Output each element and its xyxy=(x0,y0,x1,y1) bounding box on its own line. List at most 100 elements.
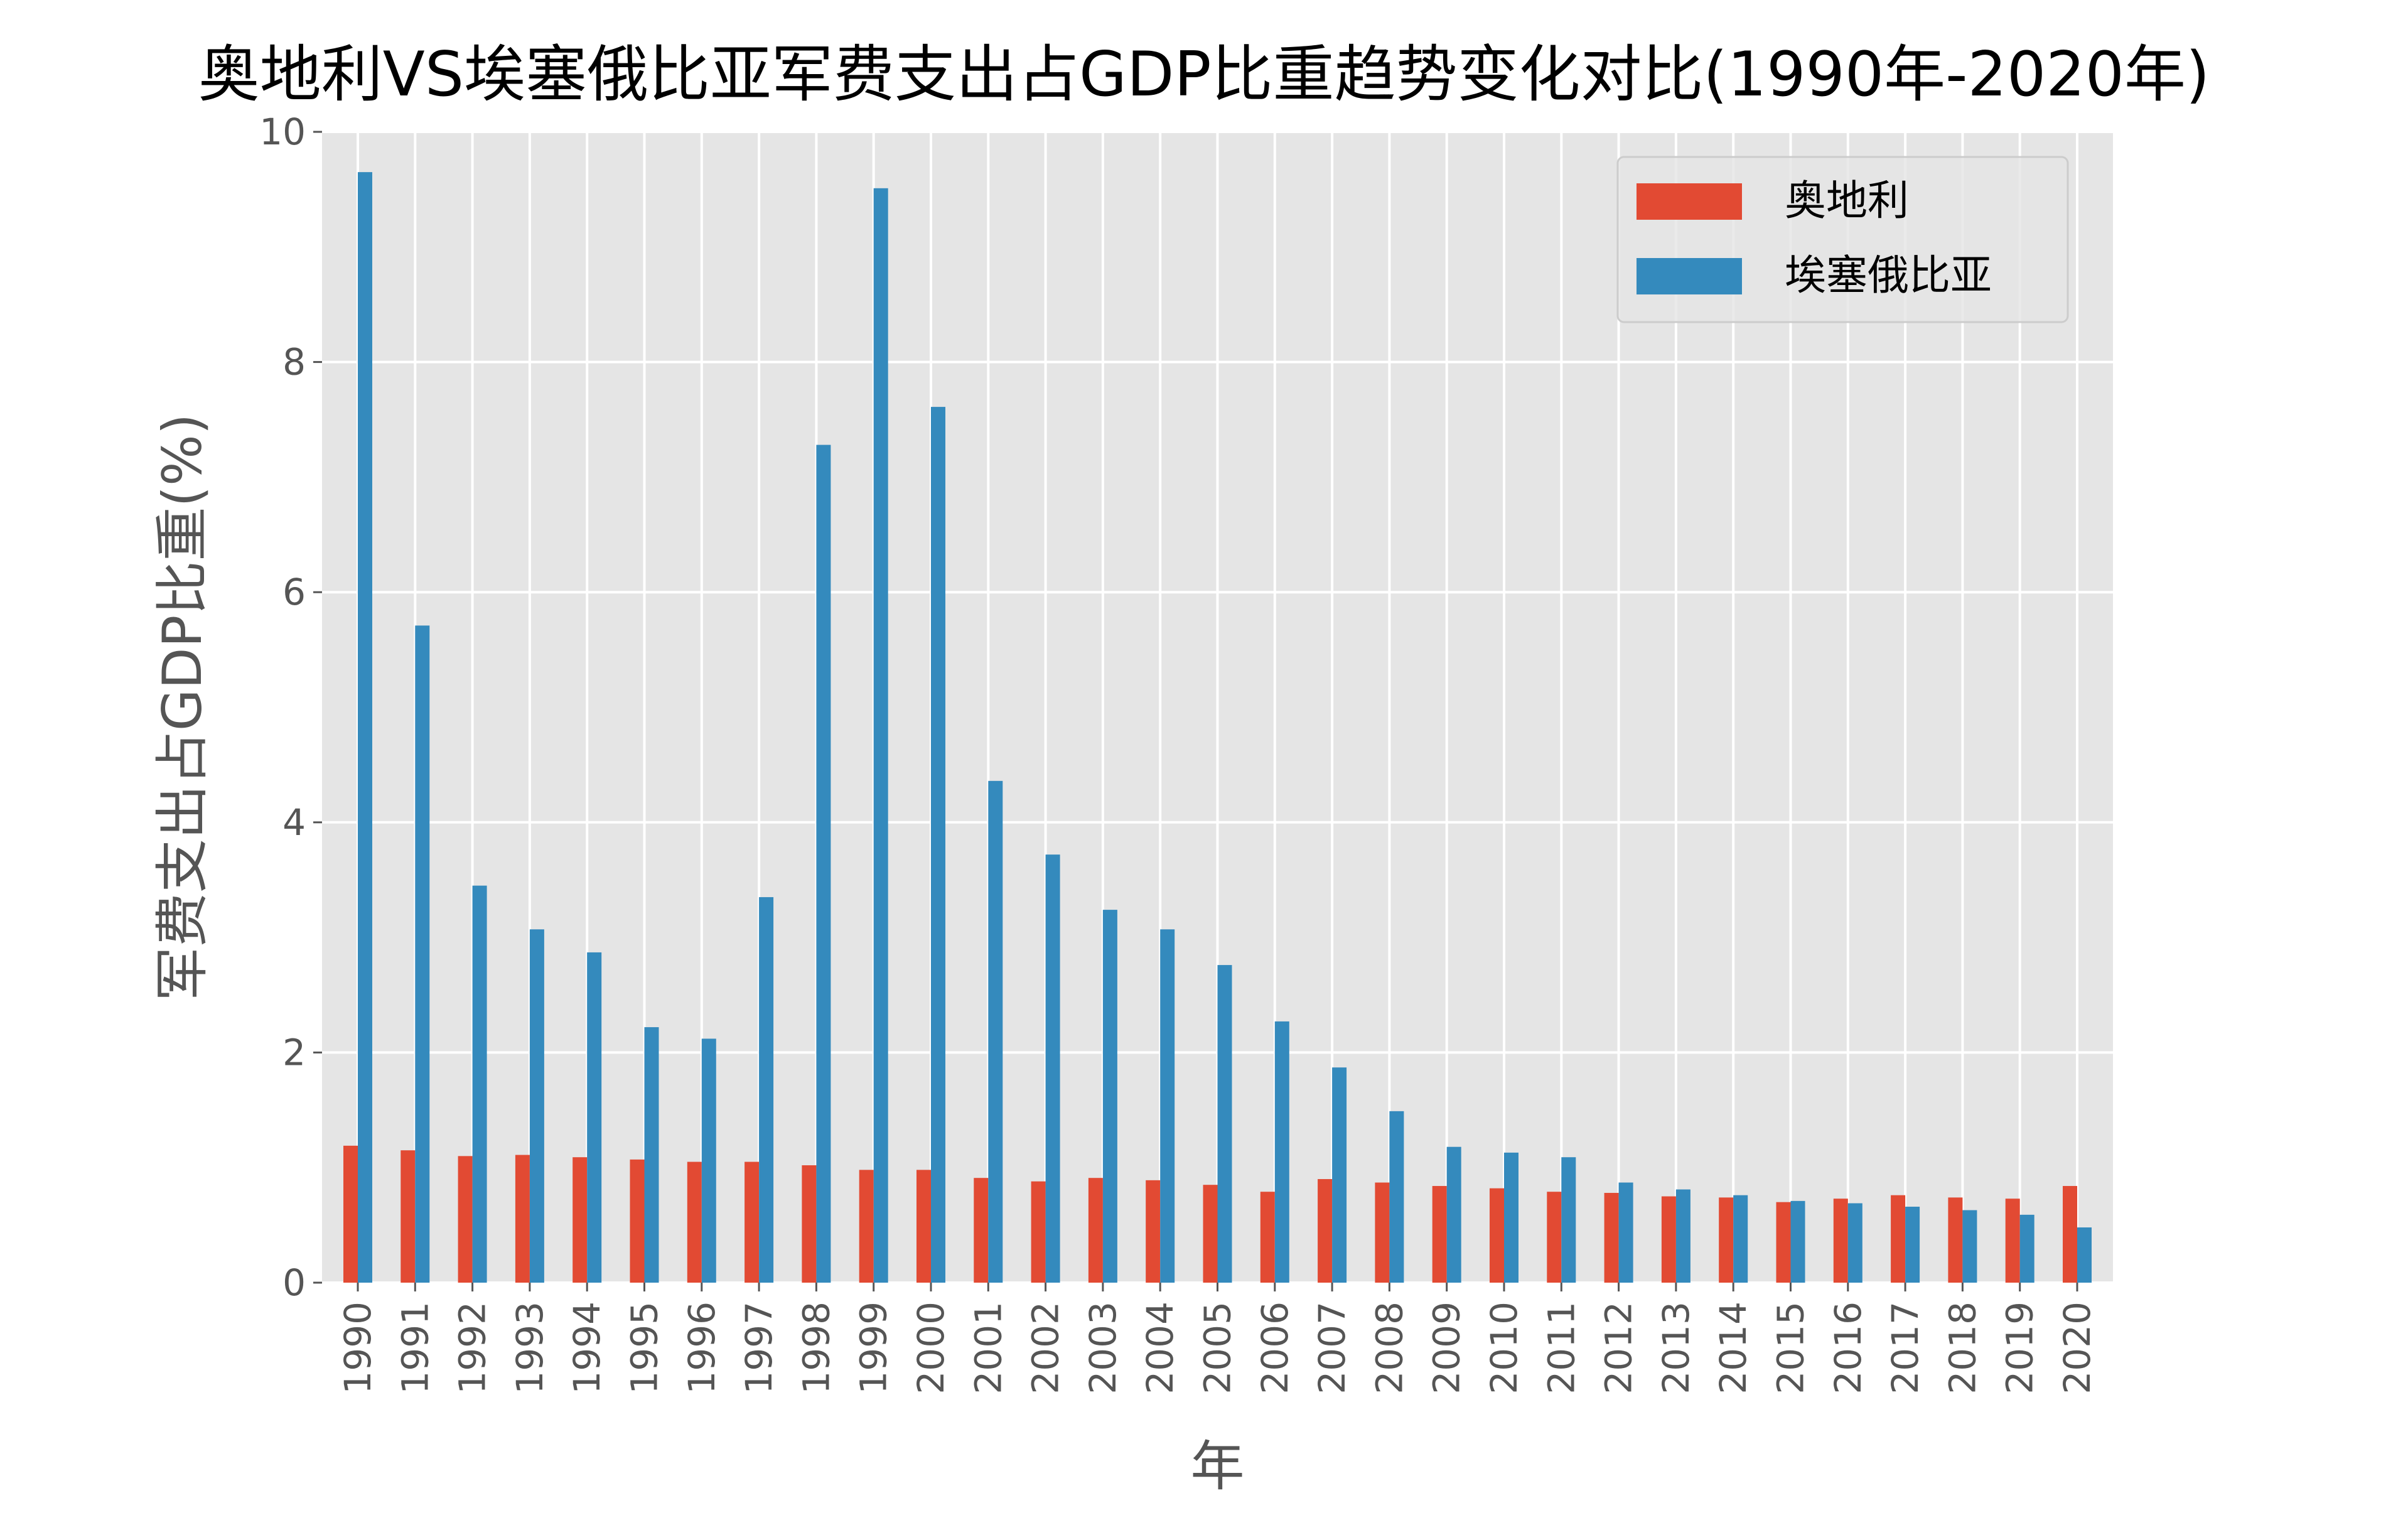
x-tick-label: 2020 xyxy=(2056,1301,2099,1394)
bar-ethiopia xyxy=(1446,1146,1461,1283)
bar-austria xyxy=(1833,1199,1848,1283)
bar-ethiopia xyxy=(2077,1227,2092,1283)
y-tick-label: 2 xyxy=(282,1031,306,1074)
x-tick-label: 2015 xyxy=(1770,1301,1812,1394)
x-tick-label: 2009 xyxy=(1426,1301,1468,1394)
x-tick-label: 1991 xyxy=(394,1301,436,1394)
bar-austria xyxy=(744,1161,760,1283)
bar-austria xyxy=(802,1165,817,1283)
bar-austria xyxy=(1490,1188,1504,1283)
bar-ethiopia xyxy=(587,952,602,1283)
bar-ethiopia xyxy=(1618,1182,1633,1283)
bar-austria xyxy=(1318,1179,1333,1283)
bar-austria xyxy=(1146,1180,1161,1283)
bar-austria xyxy=(1776,1202,1791,1283)
bar-austria xyxy=(1088,1178,1103,1283)
x-tick-label: 2007 xyxy=(1311,1301,1353,1394)
bar-austria xyxy=(1547,1192,1562,1283)
x-tick-label: 1996 xyxy=(680,1301,723,1394)
x-tick-label: 1994 xyxy=(566,1301,608,1394)
legend-swatch-austria xyxy=(1637,183,1742,220)
x-tick-label: 1999 xyxy=(852,1301,895,1394)
x-tick-label: 2013 xyxy=(1655,1301,1697,1394)
x-tick-label: 1998 xyxy=(795,1301,837,1394)
bar-ethiopia xyxy=(644,1027,659,1283)
x-tick-label: 2004 xyxy=(1139,1301,1181,1394)
bar-austria xyxy=(1661,1196,1676,1283)
y-tick-label: 10 xyxy=(259,110,306,153)
bar-austria xyxy=(974,1178,989,1283)
bar-ethiopia xyxy=(1389,1111,1404,1283)
x-tick-label: 1995 xyxy=(623,1301,666,1394)
bar-austria xyxy=(343,1145,358,1283)
bar-ethiopia xyxy=(1561,1157,1576,1283)
bar-austria xyxy=(458,1156,473,1283)
x-tick-label: 2001 xyxy=(967,1301,1009,1394)
legend: 奥地利 埃塞俄比亚 xyxy=(1616,156,2069,323)
bar-austria xyxy=(630,1159,645,1283)
y-axis-label: 军费支出占GDP比重(%) xyxy=(151,414,214,1001)
bar-ethiopia xyxy=(1160,929,1175,1283)
x-tick-label: 2018 xyxy=(1941,1301,1984,1394)
bar-austria xyxy=(1260,1192,1275,1283)
y-axis: 0 2 4 6 8 10 xyxy=(259,110,322,1304)
bar-ethiopia xyxy=(358,172,372,1283)
bar-ethiopia xyxy=(1962,1210,1977,1283)
x-tick-label: 2011 xyxy=(1540,1301,1583,1394)
x-tick-label: 2019 xyxy=(1999,1301,2041,1394)
bar-ethiopia xyxy=(1274,1021,1289,1283)
bar-ethiopia xyxy=(415,625,430,1283)
bar-austria xyxy=(1891,1195,1906,1283)
legend-label-austria: 奥地利 xyxy=(1785,176,1909,225)
x-tick-label: 2012 xyxy=(1598,1301,1640,1394)
y-tick-label: 6 xyxy=(282,571,306,613)
bar-austria xyxy=(1432,1186,1447,1283)
bar-ethiopia xyxy=(701,1038,716,1283)
bar-austria xyxy=(916,1170,931,1283)
bar-ethiopia xyxy=(931,407,945,1283)
bar-ethiopia xyxy=(816,445,831,1283)
bar-ethiopia xyxy=(529,929,544,1283)
bar-austria xyxy=(572,1157,588,1283)
bar-ethiopia xyxy=(1905,1207,1920,1283)
x-tick-label: 2003 xyxy=(1082,1301,1124,1394)
bar-austria xyxy=(2063,1186,2077,1283)
bar-ethiopia xyxy=(1102,910,1117,1283)
x-axis: 1990 1991 1992 1993 1994 1995 1996 1997 1998 1999… xyxy=(336,1283,2099,1394)
x-tick-label: 1992 xyxy=(451,1301,494,1394)
y-tick-label: 8 xyxy=(282,341,306,384)
y-tick-label: 4 xyxy=(282,801,306,844)
y-tick-label: 0 xyxy=(282,1261,306,1304)
bar-ethiopia xyxy=(1733,1195,1748,1283)
legend-swatch-ethiopia xyxy=(1637,258,1742,294)
x-tick-label: 1990 xyxy=(336,1301,379,1394)
x-tick-label: 2017 xyxy=(1884,1301,1927,1394)
bar-ethiopia xyxy=(1045,854,1060,1283)
x-tick-label: 1993 xyxy=(508,1301,551,1394)
bar-austria xyxy=(859,1170,874,1283)
x-tick-label: 2005 xyxy=(1196,1301,1239,1394)
x-tick-label: 2008 xyxy=(1368,1301,1411,1394)
bar-ethiopia xyxy=(2019,1214,2034,1283)
bar-austria xyxy=(1948,1197,1963,1283)
x-tick-label: 1997 xyxy=(738,1301,780,1394)
bar-ethiopia xyxy=(472,885,487,1283)
bar-ethiopia xyxy=(1504,1152,1518,1283)
bar-austria xyxy=(1031,1181,1046,1283)
x-tick-label: 2002 xyxy=(1024,1301,1067,1394)
chart-title: 奥地利VS埃塞俄比亚军费支出占GDP比重趋势变化对比(1990年-2020年) xyxy=(198,39,2210,110)
bar-ethiopia xyxy=(1217,965,1232,1283)
bar-austria xyxy=(687,1161,702,1283)
bar-ethiopia xyxy=(1847,1203,1862,1283)
bar-austria xyxy=(515,1155,530,1283)
bar-ethiopia xyxy=(1675,1189,1690,1283)
bar-ethiopia xyxy=(988,780,1003,1283)
x-tick-label: 2000 xyxy=(910,1301,952,1394)
bar-austria xyxy=(1604,1193,1619,1283)
x-tick-label: 2014 xyxy=(1712,1301,1755,1394)
bar-austria xyxy=(1203,1185,1218,1283)
bar-ethiopia xyxy=(1332,1067,1347,1283)
bar-austria xyxy=(1719,1197,1734,1283)
bar-ethiopia xyxy=(759,897,774,1283)
